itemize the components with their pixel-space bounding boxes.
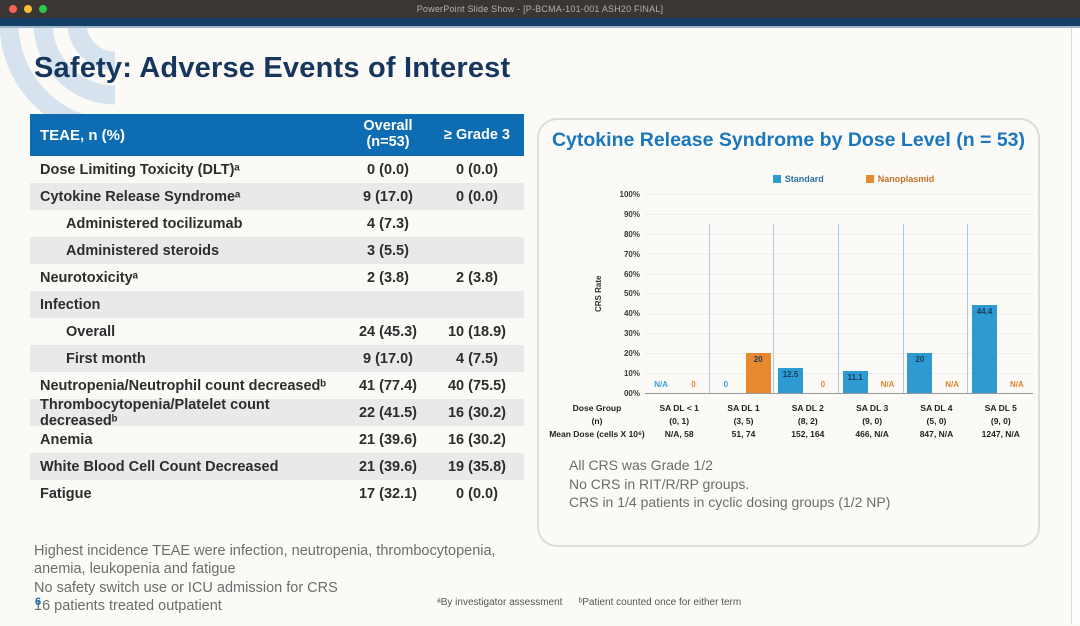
header-overall: Overall (n=53) <box>363 118 413 150</box>
value-label-nanoplasmid: N/A <box>945 380 960 389</box>
table-row: Neutropenia/Neutrophil count decreasedᵇ … <box>40 377 507 394</box>
chart-title: Cytokine Release Syndrome by Dose Level … <box>551 129 1026 151</box>
legend-standard: Standard <box>772 174 824 184</box>
table-row: Overall 24 (45.3) 10 (18.9) <box>66 323 507 340</box>
chart-group-sadl3: 11.1 N/A <box>839 194 904 393</box>
legend-nanoplasmid: Nanoplasmid <box>865 174 934 184</box>
table-notes: Highest incidence TEAE were infection, n… <box>34 542 512 615</box>
table-row: White Blood Cell Count Decreased 21 (39.… <box>30 453 524 480</box>
table-row: Dose Limiting Toxicity (DLT)ᵃ 0 (0.0) 0 … <box>40 161 498 178</box>
note-line: CRS in 1/4 patients in cyclic dosing gro… <box>569 494 891 511</box>
window-title: PowerPoint Slide Show - [P-BCMA-101-001 … <box>416 4 664 14</box>
table-row: Administered tocilizumab 4 (7.3) <box>66 215 409 232</box>
bar-standard: 12.5 <box>778 368 803 393</box>
table-row: Fatigue 17 (32.1) 0 (0.0) <box>40 485 498 502</box>
y-axis-tick-labels: 100% 90% 80% 70% 60% 50% 40% 30% 20% 10%… <box>619 190 640 398</box>
table-row: Administered steroids 3 (5.5) <box>30 237 524 264</box>
nanoplasmid-swatch-icon <box>865 175 874 183</box>
table-row: Neurotoxicityᵃ 2 (3.8) 2 (3.8) <box>40 269 498 286</box>
window-right-edge <box>1071 28 1080 624</box>
value-label-standard: N/A <box>654 380 669 389</box>
header-grade3: ≥ Grade 3 <box>444 127 510 143</box>
note-line: No safety switch use or ICU admission fo… <box>34 579 338 596</box>
teae-table-header: TEAE, n (%) Overall (n=53) ≥ Grade 3 <box>30 114 524 156</box>
chart-group-sadl4: 20 N/A <box>904 194 969 393</box>
window-titlebar: PowerPoint Slide Show - [P-BCMA-101-001 … <box>0 0 1080 18</box>
dose-group-table: Dose Group (n) Mean Dose (cells X 10⁶) S… <box>547 402 1033 440</box>
dose-group-col: SA DL 4 (5, 0) 847, N/A <box>919 403 954 439</box>
bar-standard: 11.1 <box>842 370 868 393</box>
bar-standard: 20 <box>907 353 933 393</box>
header-teae: TEAE, n (%) <box>40 126 125 144</box>
close-button[interactable] <box>9 5 17 13</box>
table-row: Anemia 21 (39.6) 16 (30.2) <box>40 431 507 448</box>
slide: Safety: Adverse Events of Interest TEAE,… <box>0 28 1080 624</box>
value-label-nanoplasmid: 0 <box>691 380 696 389</box>
bar-nanoplasmid: 20 <box>745 353 771 393</box>
table-row: First month 9 (17.0) 4 (7.5) <box>30 345 524 372</box>
group-separator <box>902 223 904 393</box>
group-separator <box>773 223 775 393</box>
crs-chart: CRS Rate 100% 90% 80% 70% 60% 50% 40% 30… <box>594 190 1033 398</box>
dose-group-col: SA DL < 1 (0, 1) N/A, 58 <box>659 403 699 439</box>
dose-group-row-labels: Dose Group (n) Mean Dose (cells X 10⁶) <box>549 403 645 439</box>
chart-group-sadl1: 0 20 <box>710 194 775 393</box>
footnote-a: ᵃBy investigator assessment <box>437 597 563 608</box>
note-line: No CRS in RIT/R/RP groups. <box>569 475 750 492</box>
plot-area: N/A 0 0 20 <box>645 194 1033 394</box>
crs-panel: Cytokine Release Syndrome by Dose Level … <box>537 118 1040 547</box>
group-separator <box>967 223 969 393</box>
footnotes: ᵃBy investigator assessment ᵇPatient cou… <box>437 597 741 608</box>
note-line: All CRS was Grade 1/2 <box>569 457 713 474</box>
page-number: 6 <box>35 596 42 608</box>
dose-group-col: SA DL 3 (9, 0) 466, N/A <box>855 403 889 439</box>
dose-group-col: SA DL 1 (3, 5) 51, 74 <box>727 403 760 439</box>
dose-group-col: SA DL 2 (8, 2) 152, 164 <box>791 403 825 439</box>
zoom-button[interactable] <box>39 5 47 13</box>
minimize-button[interactable] <box>24 5 32 13</box>
chart-group-sadl5: 44.4 N/A <box>968 194 1033 393</box>
y-axis-title: CRS Rate <box>594 275 603 313</box>
slide-top-stripe <box>0 18 1080 28</box>
traffic-lights <box>9 5 47 13</box>
value-label-nanoplasmid: 0 <box>820 380 826 389</box>
teae-table: TEAE, n (%) Overall (n=53) ≥ Grade 3 Dos… <box>30 114 524 507</box>
note-line: Highest incidence TEAE were infection, n… <box>34 543 496 578</box>
chart-group-sadl2: 12.5 0 <box>774 194 840 393</box>
dose-group-col: SA DL 5 (9, 0) 1247, N/A <box>981 403 1020 439</box>
bar-standard: 44.4 <box>972 304 998 393</box>
group-separator <box>708 223 710 393</box>
chart-notes: All CRS was Grade 1/2 No CRS in RIT/R/RP… <box>569 456 1038 511</box>
table-row: Infection <box>30 291 524 318</box>
chart-group-sadl-lt1: N/A 0 <box>645 194 710 393</box>
table-row: Thrombocytopenia/Platelet count decrease… <box>30 397 524 429</box>
value-label-nanoplasmid: N/A <box>880 380 895 389</box>
footnote-b: ᵇPatient counted once for either term <box>578 597 742 608</box>
group-separator <box>838 223 840 393</box>
page-title: Safety: Adverse Events of Interest <box>34 52 511 84</box>
table-row: Cytokine Release Syndromeᵃ 9 (17.0) 0 (0… <box>30 183 524 210</box>
standard-swatch-icon <box>772 175 781 183</box>
note-line: 16 patients treated outpatient <box>34 597 222 614</box>
chart-legend: Standard Nanoplasmid <box>539 174 1038 184</box>
value-label-nanoplasmid: N/A <box>1009 380 1024 389</box>
value-label-standard: 0 <box>723 380 729 389</box>
